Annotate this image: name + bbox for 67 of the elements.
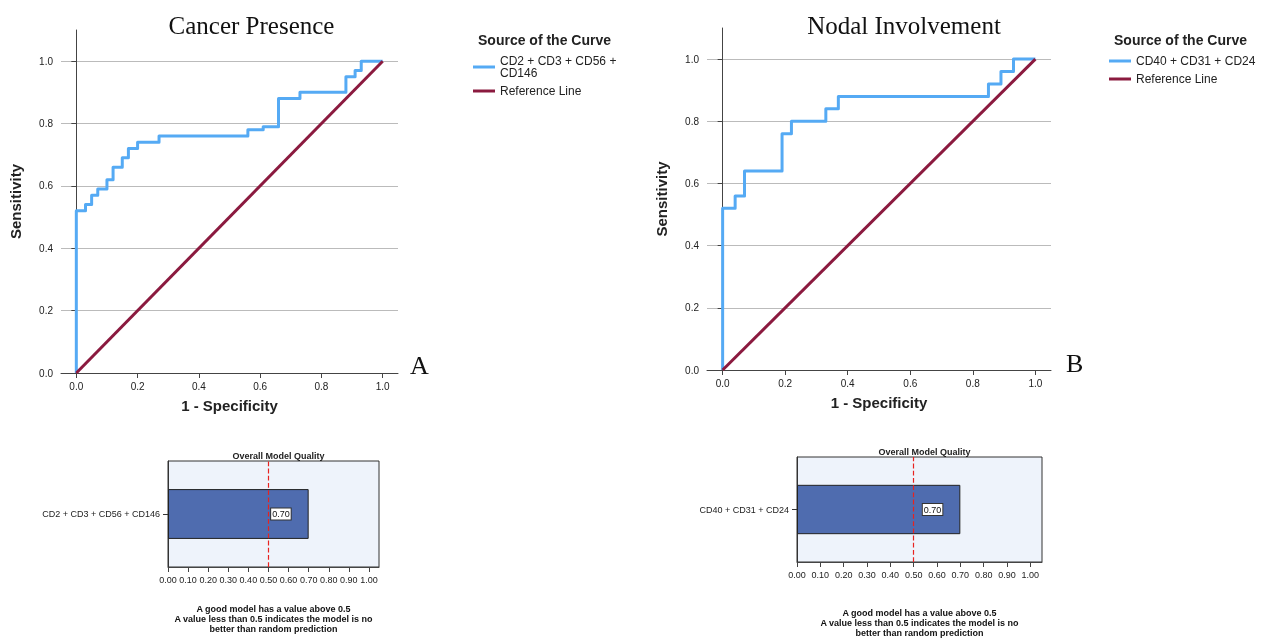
chart-title: Cancer Presence [168,12,335,39]
x-tick-label: 1.00 [360,574,378,585]
y-tick-label: 0.8 [685,115,700,127]
x-axis-title: 1 - Specificity [181,397,279,414]
x-tick-label: 0.0 [69,380,84,392]
x-tick-label: 0.00 [788,569,806,580]
x-tick-label: 0.80 [974,569,993,580]
y-tick-label: 0.8 [39,118,54,130]
x-tick-label: 0.60 [279,574,298,585]
x-tick-label: 0.6 [253,380,268,392]
legend-label: CD2 + CD3 + CD56 + CD146 [500,54,620,80]
y-tick-label: 1.0 [685,53,700,65]
x-tick-label: 0.40 [239,574,258,585]
x-tick-label: 0.30 [858,569,876,580]
x-tick-label: 0.70 [299,574,318,585]
x-tick-label: 0.20 [834,569,853,580]
y-tick-label: 0.6 [685,177,700,189]
data-label: 0.70 [923,504,942,515]
x-tick-label: 0.10 [811,569,830,580]
x-tick-label: 0.50 [904,569,923,580]
x-tick-label: 0.90 [340,574,358,585]
x-tick-label: 0.00 [159,574,177,585]
x-tick-label: 0.4 [840,377,856,389]
x-tick-label: 1.0 [1028,377,1043,389]
y-tick-label: CD2 + CD3 + CD56 + CD146 [42,509,160,519]
y-tick-label: 0.6 [39,180,54,192]
x-tick-label: 0.8 [965,377,981,389]
x-tick-label: 0.70 [951,569,970,580]
data-label: 0.70 [272,509,290,519]
x-tick-label: 0.90 [998,569,1016,580]
text: A [410,350,429,380]
x-tick-label: 0.30 [219,574,238,585]
y-tick-label: 0.0 [685,364,700,376]
x-tick-label: 0.50 [259,574,278,585]
x-tick-label: 1.0 [375,380,391,392]
text: B [1066,348,1084,378]
x-tick-label: 0.2 [778,377,793,389]
x-tick-label: 0.10 [179,574,197,585]
x-tick-label: 0.20 [199,574,217,585]
x-tick-label: 0.80 [320,574,338,585]
y-tick-label: 1.0 [39,55,54,67]
chart-title: Overall Model Quality [232,450,325,461]
y-tick-label: 0.2 [39,305,54,317]
x-tick-label: 0.40 [881,569,900,580]
y-tick-label: 0.0 [39,367,54,379]
legend-label: Reference Line [500,84,582,98]
x-tick-label: 0.8 [314,380,329,392]
x-tick-label: 1.00 [1021,569,1040,580]
y-tick-label: 0.2 [685,302,700,314]
chart-title: Nodal Involvement [807,12,1001,39]
y-axis-title: Sensitivity [7,163,24,240]
legend-label: Reference Line [1136,72,1218,86]
x-tick-label: 0.4 [191,380,207,392]
y-tick-label: 0.4 [39,242,54,254]
legend-label: CD40 + CD31 + CD24 [1136,54,1256,68]
text: A good model has a value above 0.5 A value less than 0.5 indicates the model is no better than random prediction [820,608,1020,638]
x-tick-label: 0.6 [903,377,918,389]
y-axis-title: Sensitivity [653,160,670,237]
x-tick-label: 0.60 [928,569,946,580]
x-axis-title: 1 - Specificity [830,394,929,411]
y-tick-label: 0.4 [685,240,700,252]
legend-title: Source of the Curve [478,32,612,48]
x-tick-label: 0.0 [715,377,731,389]
text: A good model has a value above 0.5 A value less than 0.5 indicates the model is no better than random prediction [174,604,374,634]
legend-title: Source of the Curve [1114,32,1248,48]
chart-title: Overall Model Quality [878,446,971,457]
x-tick-label: 0.2 [130,380,145,392]
